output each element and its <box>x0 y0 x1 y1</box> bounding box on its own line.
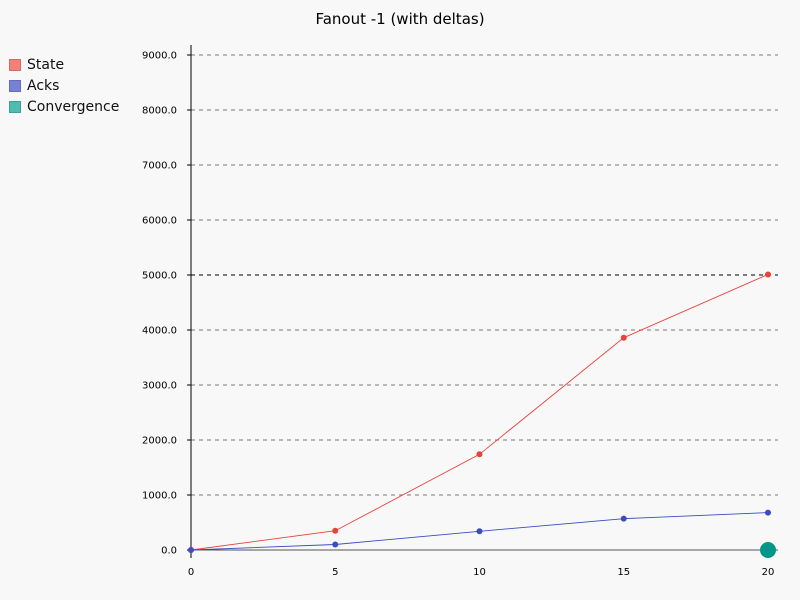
x-tick-label: 10 <box>473 567 486 578</box>
y-tick-label: 8000.0 <box>142 106 177 117</box>
series-line-state <box>190 274 769 551</box>
y-tick-label: 5000.0 <box>142 271 177 282</box>
y-tick-label: 6000.0 <box>142 216 177 227</box>
legend-swatch-acks <box>9 79 21 92</box>
legend-label-acks: Acks <box>27 77 60 94</box>
legend-item-convergence[interactable]: Convergence <box>9 96 119 117</box>
legend-label-convergence: Convergence <box>27 98 120 115</box>
legend-label-state: State <box>27 56 65 73</box>
data-point-state <box>332 527 339 534</box>
chart-title: Fanout -1 (with deltas) <box>315 10 485 28</box>
y-tick-label: 0.0 <box>161 546 177 557</box>
data-point-acks <box>765 509 771 516</box>
legend-swatch-convergence <box>9 100 21 113</box>
y-tick-label: 9000.0 <box>142 51 177 62</box>
y-tick-label: 3000.0 <box>142 381 177 392</box>
data-point-state <box>476 451 483 458</box>
data-point-acks <box>188 547 194 553</box>
data-point-convergence <box>760 542 776 558</box>
data-point-acks <box>476 528 483 535</box>
x-tick-label: 5 <box>332 567 338 578</box>
y-tick-label: 2000.0 <box>142 436 177 447</box>
legend: State Acks Convergence <box>9 54 119 117</box>
data-point-state <box>765 271 771 278</box>
legend-item-acks[interactable]: Acks <box>9 75 119 96</box>
legend-item-state[interactable]: State <box>9 54 119 75</box>
x-tick-label: 20 <box>762 567 775 578</box>
data-point-state <box>620 334 627 341</box>
data-point-acks <box>332 541 339 548</box>
y-tick-label: 1000.0 <box>142 491 177 502</box>
y-tick-label: 7000.0 <box>142 161 177 172</box>
x-tick-label: 15 <box>617 567 630 578</box>
data-point-acks <box>620 515 627 522</box>
legend-swatch-state <box>9 58 21 71</box>
y-tick-label: 4000.0 <box>142 326 177 337</box>
x-tick-label: 0 <box>188 567 194 578</box>
